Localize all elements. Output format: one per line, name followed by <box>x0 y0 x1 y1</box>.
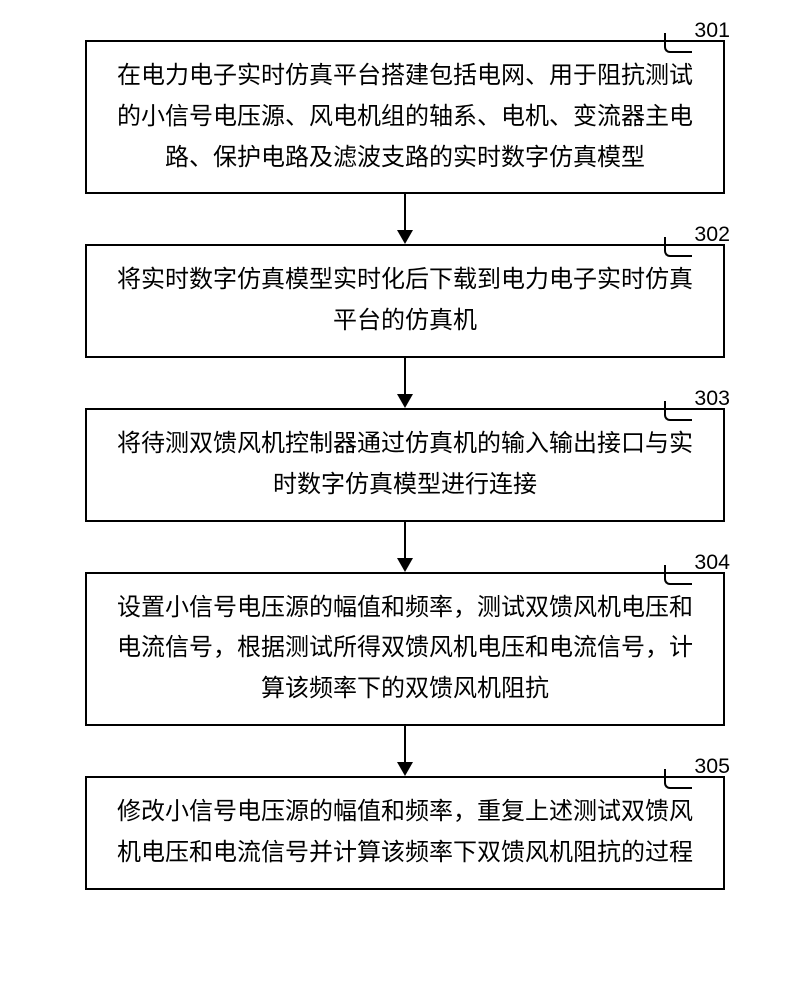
process-box: 在电力电子实时仿真平台搭建包括电网、用于阻抗测试的小信号电压源、风电机组的轴系、… <box>85 40 725 194</box>
flowchart-container: 301 在电力电子实时仿真平台搭建包括电网、用于阻抗测试的小信号电压源、风电机组… <box>60 40 750 890</box>
leader-line-icon <box>664 769 692 789</box>
step-label-3: 303 <box>664 386 730 421</box>
process-box: 将待测双馈风机控制器通过仿真机的输入输出接口与实时数字仿真模型进行连接 <box>85 408 725 522</box>
arrow-down-icon <box>397 194 413 244</box>
leader-line-icon <box>664 237 692 257</box>
process-text: 设置小信号电压源的幅值和频率，测试双馈风机电压和电流信号，根据测试所得双馈风机电… <box>107 588 703 710</box>
process-text: 修改小信号电压源的幅值和频率，重复上述测试双馈风机电压和电流信号并计算该频率下双… <box>107 792 703 874</box>
process-text: 将待测双馈风机控制器通过仿真机的输入输出接口与实时数字仿真模型进行连接 <box>107 424 703 506</box>
step-number: 303 <box>694 386 730 411</box>
process-box: 设置小信号电压源的幅值和频率，测试双馈风机电压和电流信号，根据测试所得双馈风机电… <box>85 572 725 726</box>
process-box: 将实时数字仿真模型实时化后下载到电力电子实时仿真平台的仿真机 <box>85 244 725 358</box>
step-container-5: 305 修改小信号电压源的幅值和频率，重复上述测试双馈风机电压和电流信号并计算该… <box>60 776 750 890</box>
step-container-2: 302 将实时数字仿真模型实时化后下载到电力电子实时仿真平台的仿真机 <box>60 244 750 358</box>
step-container-1: 301 在电力电子实时仿真平台搭建包括电网、用于阻抗测试的小信号电压源、风电机组… <box>60 40 750 194</box>
step-label-4: 304 <box>664 550 730 585</box>
arrow-down-icon <box>397 726 413 776</box>
leader-line-icon <box>664 33 692 53</box>
process-box: 修改小信号电压源的幅值和频率，重复上述测试双馈风机电压和电流信号并计算该频率下双… <box>85 776 725 890</box>
step-label-2: 302 <box>664 222 730 257</box>
step-number: 302 <box>694 222 730 247</box>
step-label-5: 305 <box>664 754 730 789</box>
step-number: 305 <box>694 754 730 779</box>
leader-line-icon <box>664 401 692 421</box>
leader-line-icon <box>664 565 692 585</box>
step-number: 301 <box>694 18 730 43</box>
process-text: 将实时数字仿真模型实时化后下载到电力电子实时仿真平台的仿真机 <box>107 260 703 342</box>
arrow-down-icon <box>397 358 413 408</box>
step-container-3: 303 将待测双馈风机控制器通过仿真机的输入输出接口与实时数字仿真模型进行连接 <box>60 408 750 522</box>
process-text: 在电力电子实时仿真平台搭建包括电网、用于阻抗测试的小信号电压源、风电机组的轴系、… <box>107 56 703 178</box>
step-label-1: 301 <box>664 18 730 53</box>
step-container-4: 304 设置小信号电压源的幅值和频率，测试双馈风机电压和电流信号，根据测试所得双… <box>60 572 750 726</box>
arrow-down-icon <box>397 522 413 572</box>
step-number: 304 <box>694 550 730 575</box>
